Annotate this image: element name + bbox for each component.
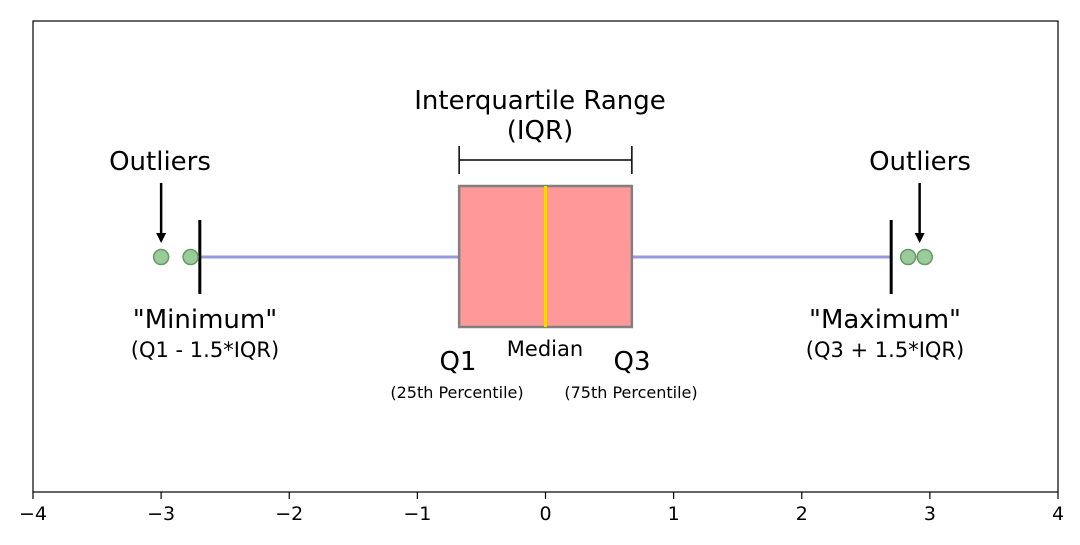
x-axis: −4 −3 −2 −1 0 1 2 3 4: [19, 492, 1064, 525]
q1-label: Q1: [439, 347, 476, 377]
x-tick-label: 2: [796, 503, 808, 525]
x-tick-label: −4: [19, 503, 47, 525]
x-tick-label: 1: [668, 503, 680, 525]
iqr-bracket: [458, 146, 633, 174]
x-tick-label: 4: [1052, 503, 1064, 525]
minimum-label: "Minimum": [133, 305, 277, 335]
outliers-right-label: Outliers: [869, 147, 971, 177]
x-tick-label: 0: [539, 503, 551, 525]
maximum-label: "Maximum": [809, 305, 961, 335]
q3-percentile: (75th Percentile): [564, 383, 697, 402]
outlier-point: [152, 248, 170, 266]
x-tick-label: −3: [147, 503, 175, 525]
outliers-left-label: Outliers: [109, 147, 211, 177]
outlier-point: [916, 248, 933, 266]
x-tick-label: 3: [924, 503, 936, 525]
median-label: Median: [507, 337, 583, 361]
x-tick-label: −2: [275, 503, 303, 525]
minimum-formula: (Q1 - 1.5*IQR): [131, 338, 279, 362]
outliers: [152, 248, 933, 266]
q1-percentile: (25th Percentile): [390, 383, 523, 402]
x-tick-label: −1: [403, 503, 431, 525]
outlier-point: [182, 248, 199, 266]
maximum-formula: (Q3 + 1.5*IQR): [806, 338, 964, 362]
outlier-point: [899, 248, 917, 266]
iqr-subtitle: (IQR): [507, 116, 574, 146]
q3-label: Q3: [613, 347, 650, 377]
iqr-title: Interquartile Range: [414, 86, 665, 116]
